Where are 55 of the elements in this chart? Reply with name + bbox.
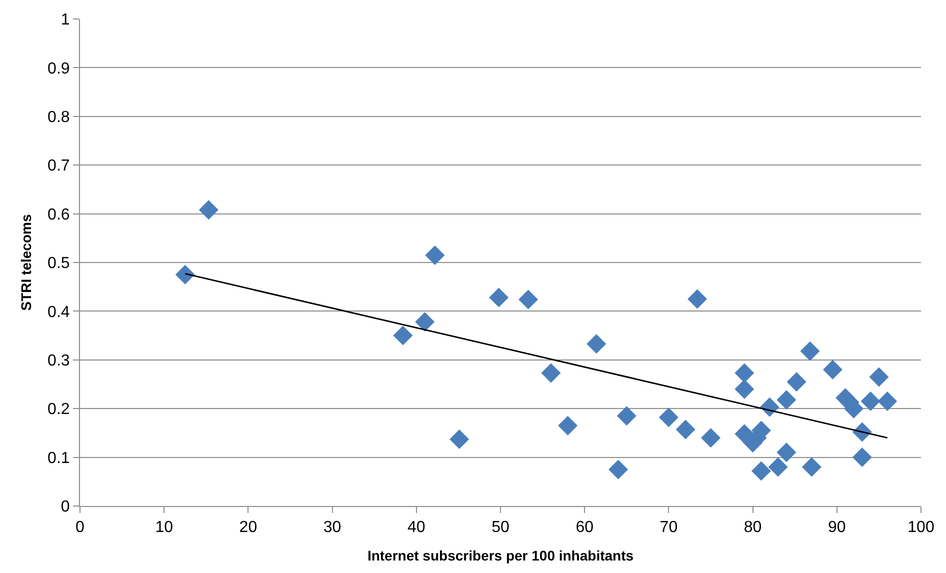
x-tick-label: 40	[408, 519, 426, 536]
point	[786, 372, 806, 392]
point	[822, 360, 842, 380]
point	[776, 442, 796, 462]
point	[852, 448, 872, 468]
point	[869, 367, 889, 387]
y-tick-label: 0.1	[48, 450, 70, 467]
y-tick-label: 0.6	[48, 206, 70, 224]
y-axis-title: STRI telecoms	[18, 214, 34, 311]
point	[489, 288, 509, 308]
y-tick-label: 0.7	[48, 158, 70, 175]
y-tick-label: 0.3	[48, 352, 70, 370]
y-tick-label: 1	[60, 12, 70, 29]
x-axis-title: Internet subscribers per 100 inhabitants	[367, 548, 634, 564]
x-tick-label: 100	[908, 519, 934, 536]
point	[768, 457, 788, 477]
point	[751, 461, 771, 481]
x-tick-label: 10	[155, 519, 174, 536]
point	[734, 379, 754, 399]
point	[558, 416, 578, 436]
point	[198, 200, 218, 220]
point	[776, 390, 796, 410]
point	[658, 408, 678, 428]
point	[586, 334, 606, 354]
point	[802, 457, 822, 477]
point	[175, 264, 195, 284]
point	[878, 392, 898, 412]
point	[688, 289, 708, 309]
x-tick-label: 80	[744, 519, 762, 536]
x-tick-label: 20	[239, 519, 258, 536]
point	[541, 363, 561, 383]
y-tick-label: 0	[60, 498, 70, 516]
x-tick-label: 60	[576, 519, 594, 536]
point	[608, 460, 628, 480]
x-tick-label: 50	[492, 519, 510, 536]
y-tick-label: 0.2	[48, 401, 70, 418]
x-tick-label: 0	[76, 519, 85, 536]
point	[734, 363, 754, 383]
point	[800, 341, 820, 361]
point	[616, 406, 636, 426]
y-tick-label: 0.8	[48, 109, 70, 126]
point	[860, 392, 880, 412]
point	[518, 290, 538, 310]
x-tick-label: 70	[660, 519, 678, 536]
x-tick-label: 30	[323, 519, 342, 536]
y-tick-label: 0.4	[48, 304, 70, 321]
y-tick-label: 0.9	[48, 60, 70, 78]
point	[676, 420, 696, 440]
point	[415, 312, 435, 332]
point	[425, 245, 445, 265]
x-tick-label: 90	[828, 519, 846, 536]
point	[701, 428, 720, 448]
y-tick-label: 0.5	[48, 255, 70, 272]
point	[393, 326, 413, 346]
point	[450, 430, 470, 450]
